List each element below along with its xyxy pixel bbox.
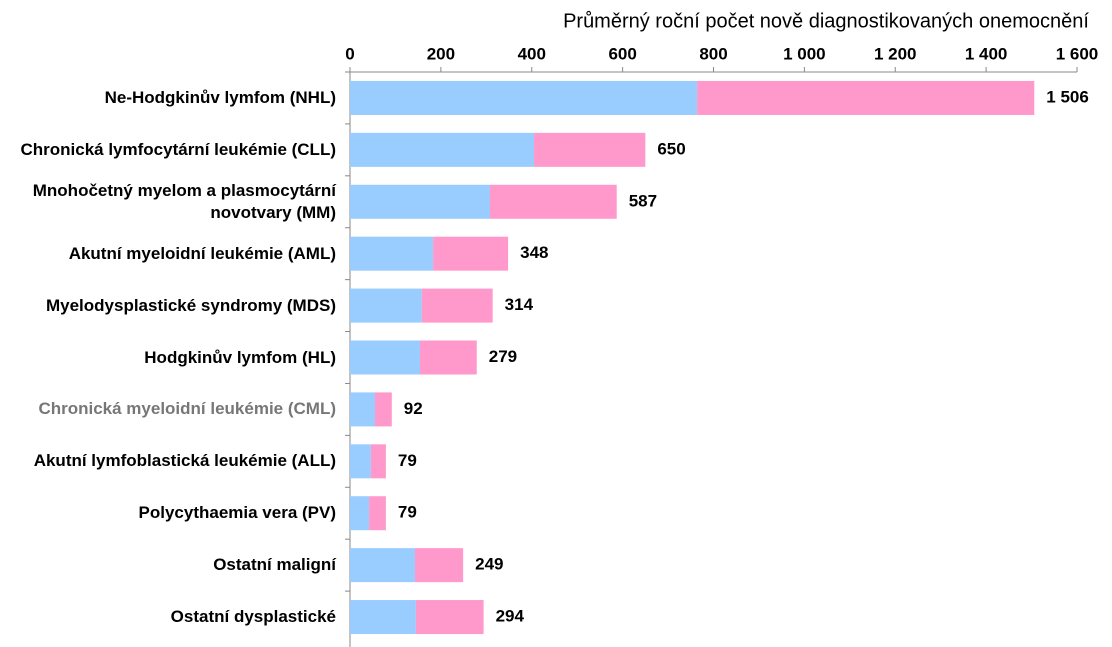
x-tick-label: 1 200 xyxy=(874,44,917,63)
x-tick-label: 600 xyxy=(608,44,636,63)
bar-segment xyxy=(415,600,484,635)
data-label: 294 xyxy=(496,607,525,626)
bar-segment xyxy=(350,184,490,219)
bar-segment xyxy=(350,132,535,167)
bar-segment xyxy=(697,80,1035,115)
bar-segment xyxy=(421,288,493,323)
bar-segment xyxy=(433,236,509,271)
x-tick-label: 400 xyxy=(518,44,546,63)
y-tick-label: Mnohočetný myelom a plasmocytární novotv… xyxy=(32,180,336,222)
x-tick-label: 1 600 xyxy=(1056,44,1099,63)
data-label: 348 xyxy=(520,243,548,262)
x-tick-label: 1 000 xyxy=(783,44,826,63)
bar-segment xyxy=(374,392,392,427)
bar-segment xyxy=(370,444,386,479)
y-tick-label: Ostatní dysplastické xyxy=(170,607,336,627)
bar-segment xyxy=(414,548,464,583)
y-tick-label: Myelodysplastické syndromy (MDS) xyxy=(45,295,336,315)
x-tick-label: 0 xyxy=(345,44,354,63)
bar-segment xyxy=(350,288,422,323)
y-tick-label: Ostatní maligní xyxy=(213,555,336,575)
bar-segment xyxy=(350,236,434,271)
data-label: 587 xyxy=(629,191,657,210)
bar-segment xyxy=(350,80,698,115)
chart-title: Průměrný roční počet nově diagnostikovan… xyxy=(563,10,1089,32)
bar-segment xyxy=(350,496,370,531)
x-tick-label: 1 400 xyxy=(965,44,1008,63)
bar-segment xyxy=(350,340,420,375)
bar-segment xyxy=(350,392,375,427)
y-tick-label: Chronická lymfocytární leukémie (CLL) xyxy=(20,139,336,159)
data-label: 650 xyxy=(657,139,685,158)
data-label: 79 xyxy=(398,503,417,522)
bar-segment xyxy=(369,496,386,531)
bar-segment xyxy=(534,132,646,167)
bar-segment xyxy=(350,600,416,635)
bar-segment xyxy=(350,548,415,583)
y-tick-label: Akutní myeloidní leukémie (AML) xyxy=(68,243,336,263)
bar-segment xyxy=(489,184,617,219)
data-label: 92 xyxy=(404,399,423,418)
x-tick-label: 200 xyxy=(427,44,455,63)
y-tick-label: Akutní lymfoblastická leukémie (ALL) xyxy=(33,451,336,471)
data-label: 1 506 xyxy=(1046,87,1089,106)
bar-segment xyxy=(419,340,477,375)
y-tick-label: Chronická myeloidní leukémie (CML) xyxy=(38,399,336,419)
y-tick-label: Ne-Hodgkinův lymfom (NHL) xyxy=(104,87,336,107)
data-label: 249 xyxy=(475,555,503,574)
y-tick-label: Hodgkinův lymfom (HL) xyxy=(144,347,336,367)
data-label: 79 xyxy=(398,451,417,470)
data-label: 279 xyxy=(489,347,517,366)
data-label: 314 xyxy=(505,295,534,314)
x-tick-label: 800 xyxy=(699,44,727,63)
bar-segment xyxy=(350,444,371,479)
y-tick-label: Polycythaemia vera (PV) xyxy=(138,503,336,523)
